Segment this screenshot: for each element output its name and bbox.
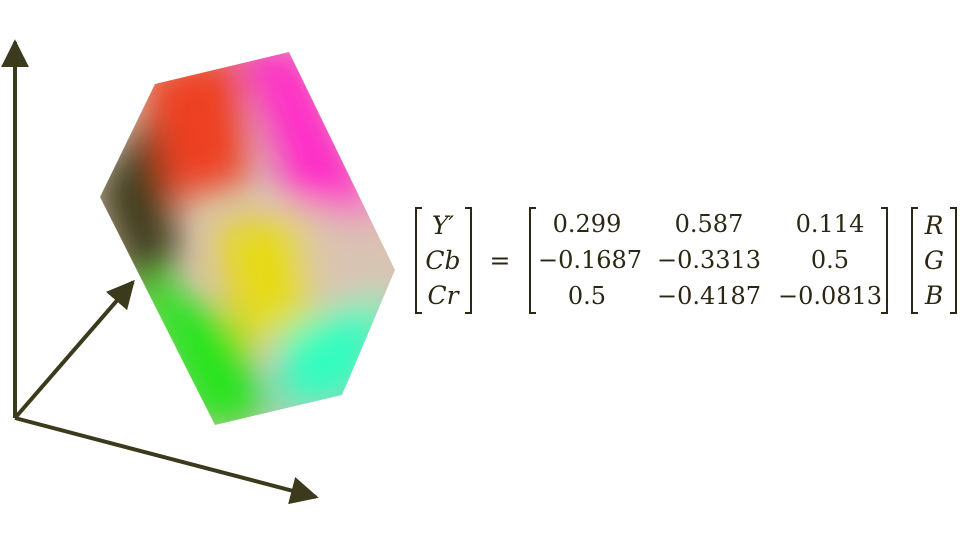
- matrix-cell: −0.4187: [657, 282, 761, 310]
- lhs-right-bracket: [465, 207, 472, 314]
- cube-face-green-region: [140, 270, 270, 425]
- cube-face-magenta-region: [240, 52, 380, 220]
- rhs-r: R: [924, 211, 944, 240]
- matrix-cell: 0.5: [568, 282, 606, 310]
- axis-horizontal: [14, 416, 319, 505]
- rhs-right-bracket: [950, 207, 957, 314]
- rhs-b: B: [924, 281, 943, 310]
- equals-sign: =: [490, 246, 511, 275]
- ycbcr-equation: Y′ Cb Cr = 0.299 0.587 0.114 −0.1687 −0.…: [415, 207, 957, 314]
- matrix-cell: 0.5: [811, 246, 849, 274]
- axis-diagonal: [13, 279, 135, 420]
- matrix-cell: −0.3313: [657, 246, 761, 274]
- rgb-color-cube: [100, 52, 395, 425]
- lhs-left-bracket: [415, 207, 422, 314]
- lhs-y-prime: Y′: [432, 211, 455, 240]
- rhs-g: G: [924, 246, 944, 275]
- matrix-cell: 0.114: [796, 210, 865, 238]
- matrix-cell: −0.1687: [538, 246, 642, 274]
- cube-face-red-region: [140, 52, 250, 200]
- cube-face-yellow-region: [215, 215, 315, 345]
- matrix-cell: 0.587: [675, 210, 744, 238]
- rhs-left-bracket: [911, 207, 918, 314]
- lhs-cr: Cr: [427, 281, 460, 310]
- matrix-left-bracket: [529, 207, 536, 314]
- matrix-right-bracket: [881, 207, 888, 314]
- matrix-cell: 0.299: [553, 210, 622, 238]
- matrix-cell: −0.0813: [778, 282, 882, 310]
- lhs-cb: Cb: [425, 246, 460, 275]
